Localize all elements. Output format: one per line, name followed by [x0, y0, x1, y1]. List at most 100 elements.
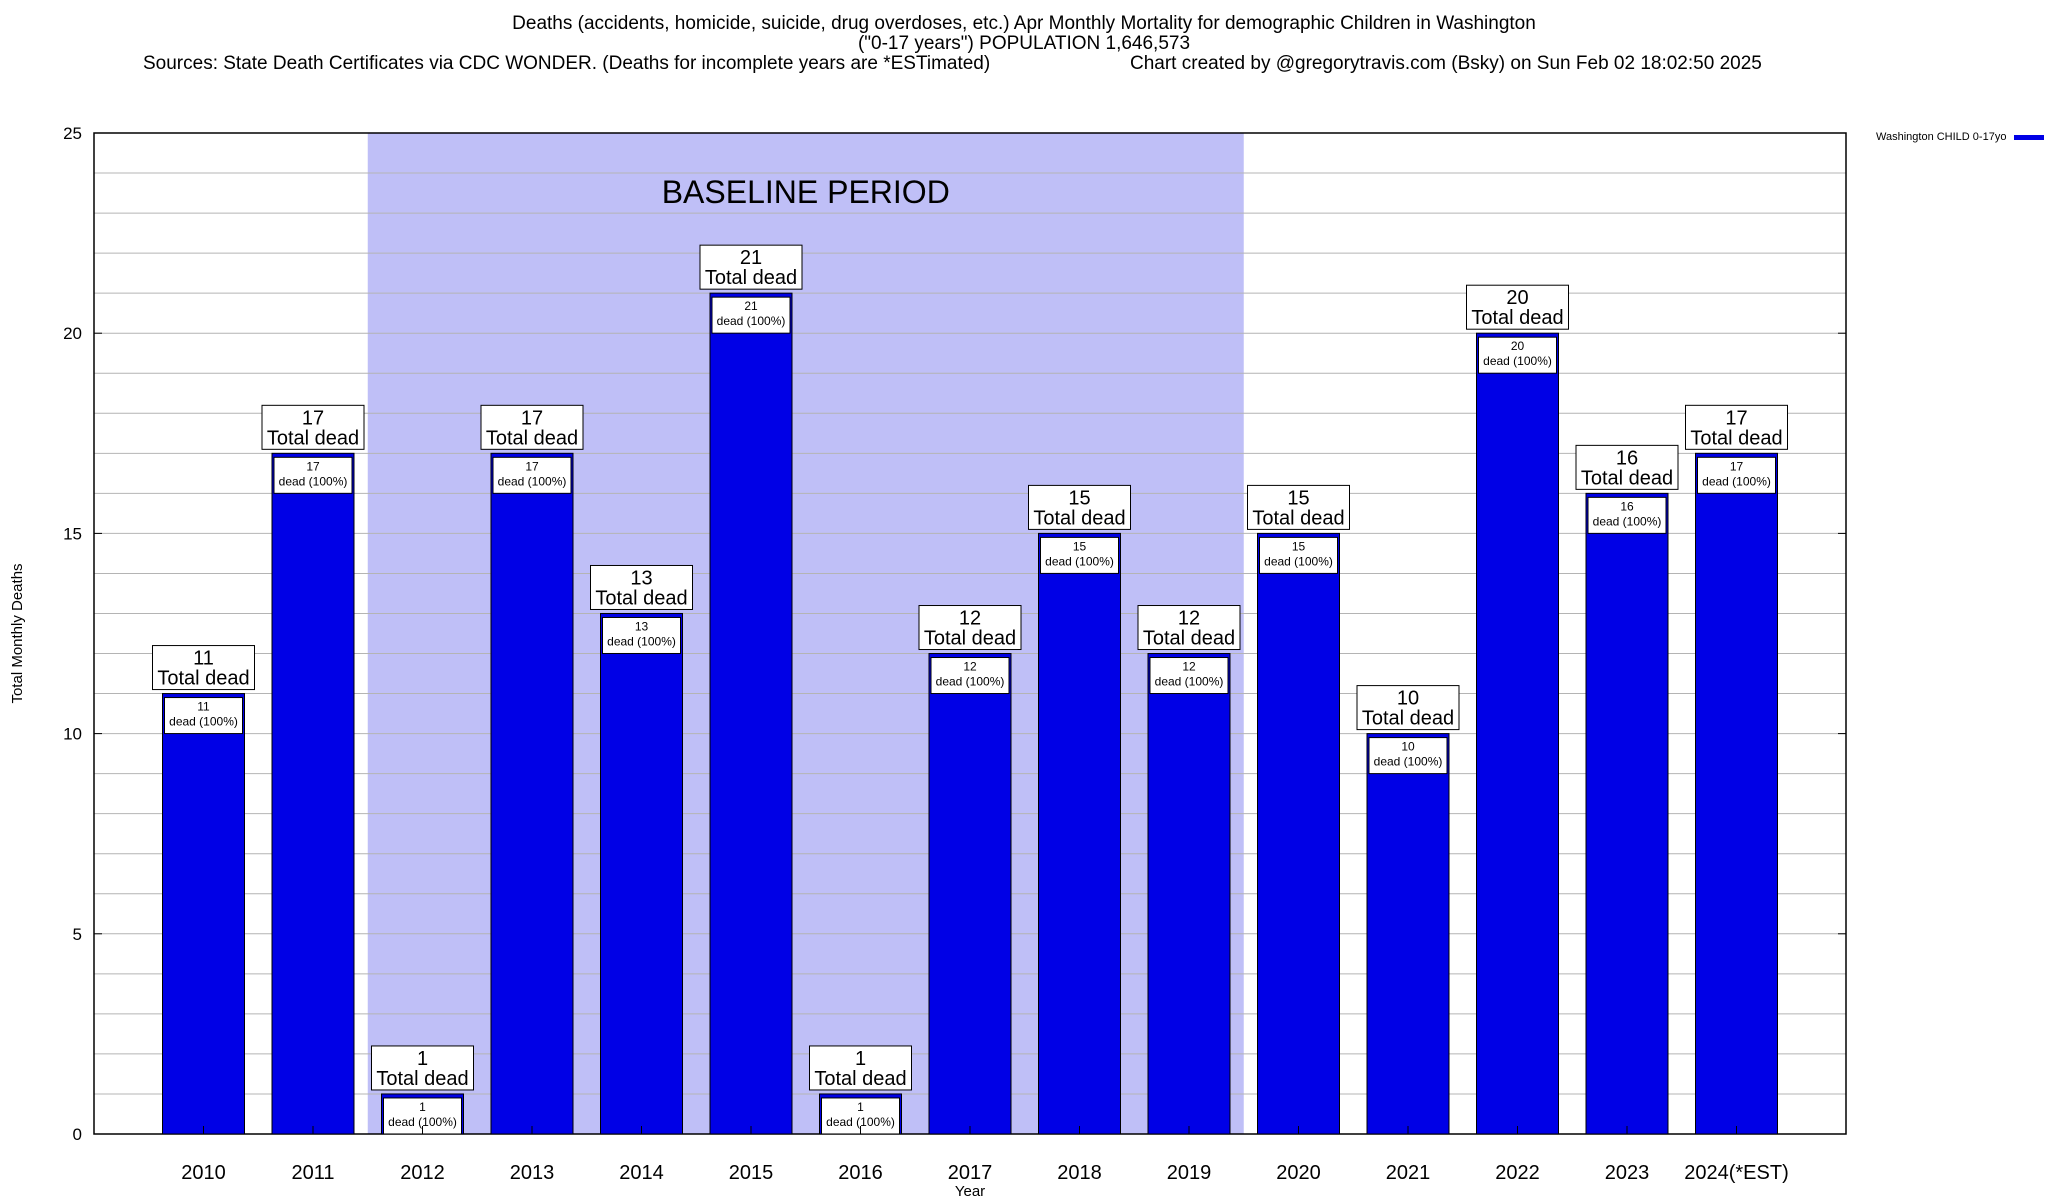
bar-total-value: 13: [630, 567, 652, 589]
bar: [1476, 332, 1559, 1135]
bar-inner-label: dead (100%): [1483, 354, 1552, 368]
bar-total-value: 16: [1616, 447, 1638, 469]
x-tick-label: 2011: [291, 1162, 334, 1184]
bar-inner-label-box: [1149, 657, 1229, 695]
legend-swatch: [2014, 134, 2045, 140]
bar-inner-value: 1: [419, 1100, 426, 1114]
bar-inner-label-box: [1587, 496, 1667, 534]
bar: [1038, 532, 1121, 1135]
bar-total-value: 12: [959, 608, 981, 630]
bar-inner-label-box: [1368, 737, 1448, 775]
bar-inner-label: dead (100%): [169, 715, 238, 729]
bar-inner-label-box: [602, 616, 681, 654]
bar-total-label: Total dead: [267, 427, 359, 449]
x-tick-label: 2024(*EST): [1684, 1162, 1789, 1184]
bar-total-label-box: [1466, 284, 1569, 330]
bar-inner-label-box: [711, 296, 791, 334]
baseline-label: BASELINE PERIOD: [662, 174, 950, 210]
bar: [1695, 452, 1778, 1135]
bar-total-label: Total dead: [1471, 307, 1563, 329]
y-tick-label: 5: [73, 925, 82, 944]
chart-title: Deaths (accidents, homicide, suicide, dr…: [512, 13, 1536, 34]
bar-total-label: Total dead: [705, 267, 797, 289]
bar-inner-label: dead (100%): [936, 675, 1005, 689]
x-tick-label: 2015: [729, 1162, 774, 1184]
y-tick-label: 0: [73, 1125, 82, 1144]
bar-total-label-box: [261, 404, 365, 450]
x-tick-label: 2022: [1495, 1162, 1540, 1184]
bar-inner-value: 11: [197, 700, 210, 714]
bar-total-value: 17: [521, 407, 543, 429]
bar-total-label: Total dead: [1033, 507, 1125, 529]
bar-total-label-box: [918, 605, 1022, 651]
bar-inner-value: 13: [635, 619, 649, 633]
bar-inner-value: 17: [306, 459, 320, 473]
bar-total-label: Total dead: [157, 668, 249, 690]
bar-total-value: 17: [302, 407, 324, 429]
bar-inner-label-box: [164, 697, 243, 735]
bar-total-value: 10: [1397, 688, 1419, 710]
bar-inner-label-box: [492, 456, 572, 494]
y-tick-label: 15: [63, 524, 82, 543]
bar: [928, 653, 1012, 1135]
bar-inner-label-box: [1040, 536, 1119, 574]
x-axis-title: Year: [955, 1183, 985, 1200]
bar-total-label: Total dead: [595, 587, 687, 609]
bar-total-label: Total dead: [1362, 708, 1454, 730]
bar-inner-value: 17: [1730, 459, 1744, 473]
bar-inner-label: dead (100%): [1045, 554, 1114, 568]
bar-inner-value: 21: [744, 299, 758, 313]
bar: [162, 693, 245, 1135]
bar: [1257, 532, 1340, 1135]
bar-total-label-box: [1685, 404, 1788, 450]
chart-title-block: Deaths (accidents, homicide, suicide, dr…: [0, 14, 2048, 54]
bar-inner-label: dead (100%): [1702, 474, 1771, 488]
bar-inner-value: 15: [1292, 539, 1306, 553]
bar-inner-value: 10: [1401, 740, 1415, 754]
bar-total-label-box: [1356, 685, 1460, 731]
bar-total-value: 12: [1178, 608, 1200, 630]
bar-total-label-box: [1575, 444, 1679, 490]
bar-total-label: Total dead: [924, 628, 1016, 650]
bar-total-label-box: [152, 645, 255, 691]
bar-total-value: 15: [1068, 487, 1090, 509]
bar-inner-value: 16: [1620, 499, 1634, 513]
bar: [1585, 492, 1669, 1135]
bar-inner-value: 12: [1182, 660, 1196, 674]
x-tick-label: 2013: [510, 1162, 555, 1184]
bar-inner-label: dead (100%): [279, 474, 348, 488]
chart-credit: Chart created by @gregorytravis.com (Bsk…: [1130, 53, 1762, 74]
bar-inner-label: dead (100%): [826, 1115, 895, 1129]
bar-inner-label-box: [273, 456, 353, 494]
bar-total-value: 1: [417, 1048, 428, 1070]
bar-inner-label-box: [1697, 456, 1776, 494]
x-tick-label: 2012: [400, 1162, 445, 1184]
y-tick-label: 25: [63, 124, 82, 143]
bar-total-label-box: [480, 404, 584, 450]
bar: [271, 452, 355, 1135]
bar-inner-label: dead (100%): [607, 634, 676, 648]
bar-total-value: 20: [1506, 287, 1528, 309]
bar-inner-label: dead (100%): [388, 1115, 457, 1129]
bar-inner-value: 20: [1511, 339, 1525, 353]
bar: [1366, 733, 1450, 1135]
y-tick-label: 20: [63, 324, 82, 343]
x-tick-label: 2018: [1057, 1162, 1102, 1184]
bar-inner-value: 17: [525, 459, 539, 473]
x-tick-label: 2023: [1605, 1162, 1650, 1184]
bar-total-value: 11: [193, 648, 214, 670]
bar-total-label: Total dead: [1252, 507, 1344, 529]
legend: Washington CHILD 0-17yo: [1876, 131, 2045, 143]
bar-inner-label: dead (100%): [498, 474, 567, 488]
bar-total-label: Total dead: [486, 427, 578, 449]
chart-subtitle: ("0-17 years") POPULATION 1,646,573: [857, 33, 1191, 54]
x-tick-label: 2010: [181, 1162, 226, 1184]
bar-total-value: 21: [740, 247, 762, 269]
bar-inner-label: dead (100%): [1374, 755, 1443, 769]
x-tick-label: 2020: [1276, 1162, 1321, 1184]
bar-inner-label-box: [930, 657, 1010, 695]
chart-sources: Sources: State Death Certificates via CD…: [143, 53, 991, 74]
bar-total-value: 1: [855, 1048, 866, 1070]
bar-total-value: 15: [1287, 487, 1309, 509]
